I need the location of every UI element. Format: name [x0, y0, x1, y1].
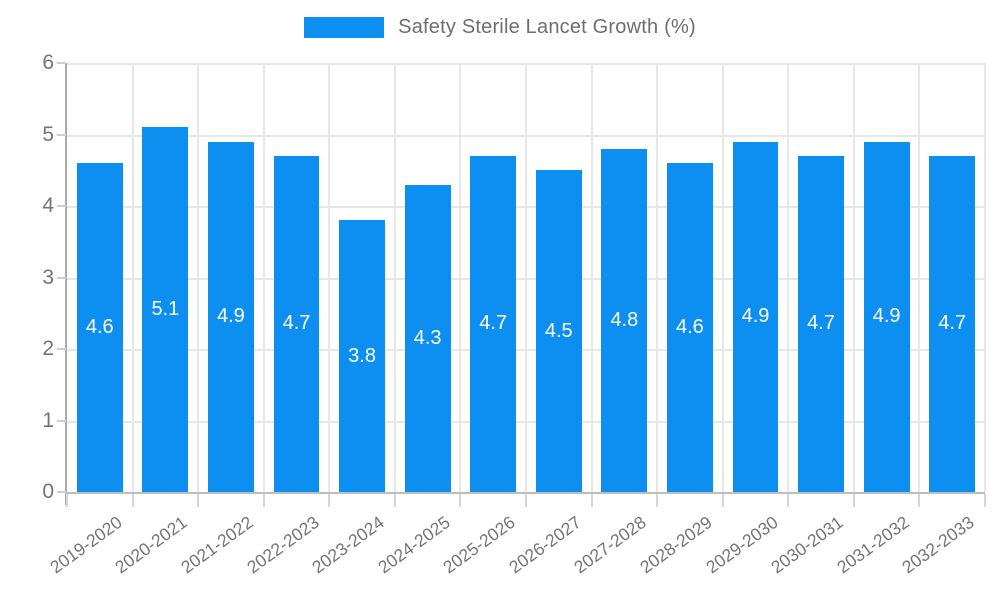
x-axis-tick	[656, 494, 659, 507]
v-gridline	[459, 63, 462, 492]
x-axis-tick	[787, 494, 790, 507]
bar-value-label: 4.6	[676, 316, 704, 339]
v-gridline	[262, 63, 265, 492]
v-gridline	[984, 63, 986, 492]
x-axis-category-label: 2022-2023	[242, 512, 323, 578]
y-axis-tick-label: 3	[42, 265, 54, 289]
x-axis-category-label: 2032-2033	[898, 512, 978, 578]
v-gridline	[590, 63, 593, 492]
y-axis-tick	[57, 205, 66, 207]
bar-2029-2030[interactable]: 4.9	[732, 141, 779, 492]
bar-value-label: 4.6	[85, 316, 114, 339]
x-axis-category-label: 2021-2022	[177, 512, 257, 578]
x-axis-tick	[328, 494, 331, 507]
bar-2027-2028[interactable]: 4.8	[601, 148, 648, 492]
y-axis-tick	[57, 62, 66, 64]
y-axis-tick	[57, 419, 66, 422]
y-axis-tick	[57, 276, 66, 279]
bar-value-label: 4.9	[741, 305, 770, 328]
bar-2024-2025[interactable]: 4.3	[404, 184, 451, 492]
y-axis-tick-label: 1	[42, 408, 54, 432]
bar-value-label: 4.3	[413, 326, 442, 349]
bar-2019-2020[interactable]: 4.6	[76, 163, 123, 492]
x-axis-category-label: 2029-2030	[701, 512, 782, 578]
bar-2021-2022[interactable]: 4.9	[207, 141, 254, 492]
bar-value-label: 3.8	[348, 344, 376, 367]
v-gridline	[197, 63, 200, 492]
x-axis-tick	[197, 494, 200, 507]
bar-value-label: 4.7	[479, 312, 508, 335]
x-axis-category-label: 2023-2024	[308, 512, 388, 578]
y-axis-tick-label: 4	[42, 194, 54, 217]
x-axis-tick	[984, 494, 986, 507]
bar-value-label: 4.8	[610, 308, 639, 331]
x-axis-tick	[721, 494, 724, 507]
v-gridline	[721, 63, 724, 492]
v-gridline	[328, 63, 331, 492]
bar-value-label: 4.7	[938, 312, 967, 335]
x-axis-tick	[131, 494, 134, 507]
v-gridline	[131, 63, 134, 492]
x-axis-category-label: 2026-2027	[505, 512, 585, 578]
legend: Safety Sterile Lancet Growth (%)	[0, 16, 1000, 39]
x-axis-category-label: 2031-2032	[832, 512, 913, 578]
x-axis-tick	[525, 494, 527, 507]
bar-2032-2033[interactable]: 4.7	[929, 155, 976, 492]
y-axis-tick	[57, 348, 66, 350]
y-axis-tick	[57, 491, 66, 493]
x-axis-tick	[262, 494, 265, 507]
v-gridline	[656, 63, 659, 492]
x-axis-line	[65, 492, 985, 494]
x-axis-category-label: 2019-2020	[46, 512, 126, 578]
v-gridline	[393, 63, 396, 492]
y-axis-line	[65, 63, 67, 505]
x-axis-category-label: 2027-2028	[570, 512, 651, 578]
bar-value-label: 4.7	[282, 312, 311, 335]
bar-2031-2032[interactable]: 4.9	[863, 141, 910, 492]
bar-2025-2026[interactable]: 4.7	[470, 155, 517, 492]
v-gridline	[918, 63, 921, 492]
x-axis-tick	[590, 494, 593, 507]
v-gridline	[852, 63, 855, 492]
x-axis-category-label: 2020-2021	[111, 512, 192, 578]
bar-2028-2029[interactable]: 4.6	[666, 163, 713, 492]
y-axis-tick-label: 2	[42, 337, 54, 360]
bar-2020-2021[interactable]: 5.1	[142, 127, 189, 492]
bar-value-label: 4.5	[544, 319, 573, 342]
x-axis-tick	[459, 494, 462, 507]
x-axis-tick	[918, 494, 921, 507]
bar-value-label: 4.9	[217, 305, 245, 328]
legend-label: Safety Sterile Lancet Growth (%)	[398, 16, 696, 38]
y-axis-tick-label: 6	[42, 51, 54, 74]
bar-value-label: 4.9	[872, 305, 901, 328]
bar-value-label: 5.1	[151, 298, 180, 321]
y-axis-tick	[57, 133, 66, 136]
v-gridline	[787, 63, 790, 492]
x-axis-tick	[66, 494, 68, 507]
x-axis-category-label: 2030-2031	[767, 512, 847, 578]
bar-2030-2031[interactable]: 4.7	[798, 155, 844, 492]
x-axis-category-label: 2025-2026	[439, 512, 519, 578]
bar-value-label: 4.7	[807, 312, 835, 335]
x-axis-category-label: 2024-2025	[373, 512, 454, 578]
plot-area: 4.6 5.1 4.9 4.7 3.8 4.3 4.7 4.5 4.8 4.6 4.9 4.7 4.9 4…	[67, 63, 986, 492]
legend-swatch	[304, 17, 385, 38]
bar-2026-2027[interactable]: 4.5	[535, 170, 582, 492]
y-axis-tick-label: 5	[42, 122, 54, 146]
y-axis-tick-label: 0	[42, 480, 54, 503]
bar-2022-2023[interactable]: 4.7	[273, 155, 320, 492]
bar-2023-2024[interactable]: 3.8	[339, 220, 385, 492]
x-axis-tick	[393, 494, 396, 507]
x-axis-category-label: 2028-2029	[636, 512, 716, 578]
v-gridline	[525, 63, 527, 492]
x-axis-tick	[852, 494, 855, 507]
